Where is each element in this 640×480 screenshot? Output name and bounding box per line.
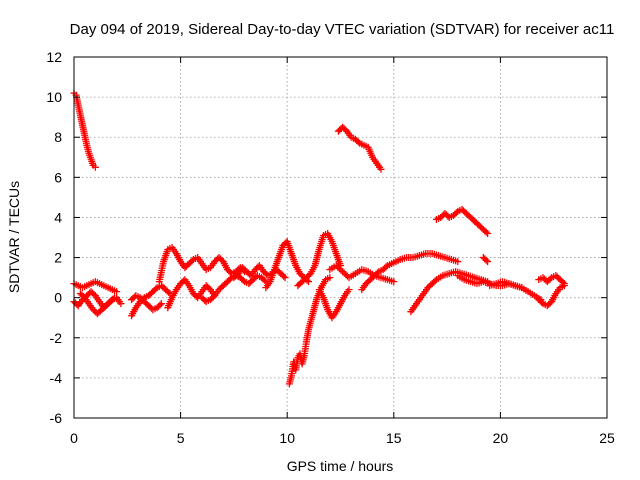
series-arc-24	[535, 282, 568, 310]
series-arc-17	[358, 250, 462, 294]
y-tick-label: 6	[54, 169, 62, 185]
data-point	[345, 286, 353, 294]
data-point	[117, 300, 125, 308]
axis-ticks: 0 5 10 15 20 25 -6 -4 -2 0 2 4 6 8 10 12	[46, 49, 615, 446]
y-tick-label: 12	[46, 49, 62, 65]
series-arc-18	[407, 268, 492, 316]
data-point	[332, 262, 340, 270]
series-arc-16	[334, 123, 385, 173]
data-point	[280, 272, 288, 280]
series-arc-08	[164, 276, 219, 312]
x-axis-label: GPS time / hours	[287, 458, 394, 474]
x-tick-label: 20	[493, 430, 509, 446]
data-point	[354, 138, 362, 146]
data-point	[226, 275, 234, 283]
y-tick-label: -2	[50, 330, 63, 346]
data-point	[91, 163, 99, 171]
series-arc-12	[285, 274, 334, 388]
data-point	[111, 294, 119, 302]
data-point	[546, 275, 554, 283]
data-point	[260, 276, 268, 284]
series-arc-20	[479, 254, 492, 266]
x-tick-label: 5	[177, 430, 185, 446]
data-point	[518, 284, 526, 292]
x-tick-label: 25	[599, 430, 615, 446]
plot-frame	[73, 56, 608, 419]
data-point	[188, 257, 196, 265]
y-axis-label: SDTVAR / TECUs	[6, 181, 22, 293]
y-tick-label: 8	[54, 129, 62, 145]
data-point	[560, 282, 568, 290]
data-point	[305, 278, 313, 286]
data-point	[538, 298, 546, 306]
data-point	[482, 256, 490, 264]
grid-lines	[74, 57, 607, 418]
data-point	[342, 271, 350, 279]
data-point	[382, 263, 390, 271]
series-arc-13	[294, 229, 344, 290]
y-tick-label: -6	[50, 410, 63, 426]
chart-title: Day 094 of 2019, Sidereal Day-to-day VTE…	[70, 21, 615, 38]
series-arc-10	[230, 262, 289, 282]
series-arc-19	[432, 205, 492, 237]
series-arc-11	[262, 238, 313, 292]
data-point	[113, 288, 121, 296]
data-point	[482, 228, 490, 236]
data-point	[373, 269, 381, 277]
series-arc-04	[76, 290, 119, 318]
data-point	[390, 278, 398, 286]
data-point	[281, 274, 289, 282]
data-point	[165, 288, 173, 296]
series-arc-14	[315, 286, 353, 322]
data-point	[340, 269, 348, 277]
data-point	[377, 165, 385, 173]
series-arc-07	[155, 244, 249, 286]
data-point	[484, 258, 492, 266]
data-point	[335, 265, 343, 273]
data-point	[334, 263, 342, 271]
x-tick-label: 15	[386, 430, 402, 446]
data-point	[484, 229, 492, 237]
x-tick-label: 10	[279, 430, 295, 446]
data-point	[559, 278, 567, 286]
data-point	[339, 268, 347, 276]
y-tick-label: 0	[54, 290, 62, 306]
series-arc-01	[70, 89, 99, 171]
y-tick-label: 10	[46, 89, 62, 105]
x-tick-label: 0	[70, 430, 78, 446]
y-tick-label: -4	[50, 370, 63, 386]
y-tick-label: 4	[54, 209, 62, 225]
series-arc-09	[198, 272, 270, 306]
data-point	[431, 277, 439, 285]
data-point	[452, 209, 460, 217]
y-tick-label: 2	[54, 250, 62, 266]
data-point	[109, 295, 117, 303]
series-arc-06	[128, 292, 165, 314]
data-point	[337, 266, 345, 274]
data-point	[326, 274, 334, 282]
series-arc-23	[535, 272, 568, 288]
data-point	[157, 300, 165, 308]
series-arc-22	[486, 278, 526, 292]
data-point	[454, 258, 462, 266]
data-points	[70, 89, 568, 388]
series-arc-05	[128, 282, 174, 320]
data-point	[239, 276, 247, 284]
data-point	[156, 301, 164, 309]
data-point	[152, 285, 160, 293]
